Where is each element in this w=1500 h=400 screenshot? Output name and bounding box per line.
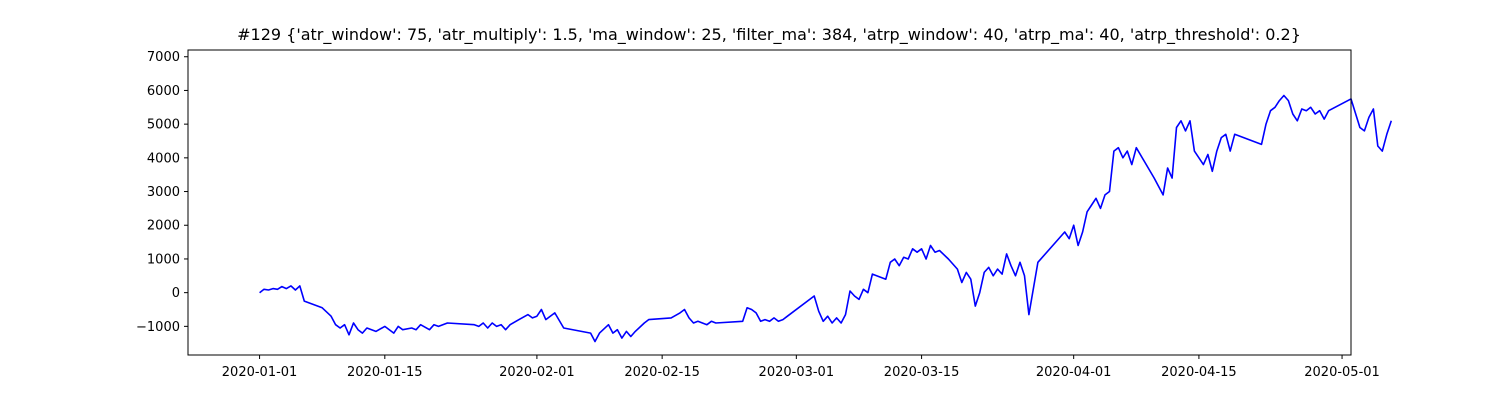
chart-title: #129 {'atr_window': 75, 'atr_multiply': … <box>237 25 1301 45</box>
plot-frame <box>187 49 1352 356</box>
y-tick-label: 4000 <box>147 151 180 166</box>
y-tick-label: 5000 <box>147 118 180 133</box>
x-tick-label: 2020-05-01 <box>1304 365 1380 380</box>
y-tick-label: 2000 <box>147 219 180 234</box>
y-tick-label: 1000 <box>147 252 180 267</box>
plot-area <box>259 94 1393 343</box>
x-tick-label: 2020-03-01 <box>759 365 835 380</box>
y-tick-label: 6000 <box>147 84 180 99</box>
x-tick-label: 2020-04-15 <box>1161 365 1237 380</box>
y-tick-label: 0 <box>172 286 180 301</box>
series-line-0 <box>259 94 1393 343</box>
x-tick-label: 2020-01-01 <box>222 365 298 380</box>
y-tick-label: 7000 <box>147 50 180 65</box>
x-tick-label: 2020-02-01 <box>499 365 575 380</box>
y-tick-label: −1000 <box>136 320 180 335</box>
x-tick-label: 2020-01-15 <box>347 365 423 380</box>
x-tick-label: 2020-03-15 <box>884 365 960 380</box>
y-tick-label: 3000 <box>147 185 180 200</box>
x-tick-label: 2020-04-01 <box>1036 365 1112 380</box>
axes: −1000 0 1000 2000 3000 4000 5000 6000 7000 2020-0… <box>136 50 1380 380</box>
x-tick-label: 2020-02-15 <box>624 365 700 380</box>
